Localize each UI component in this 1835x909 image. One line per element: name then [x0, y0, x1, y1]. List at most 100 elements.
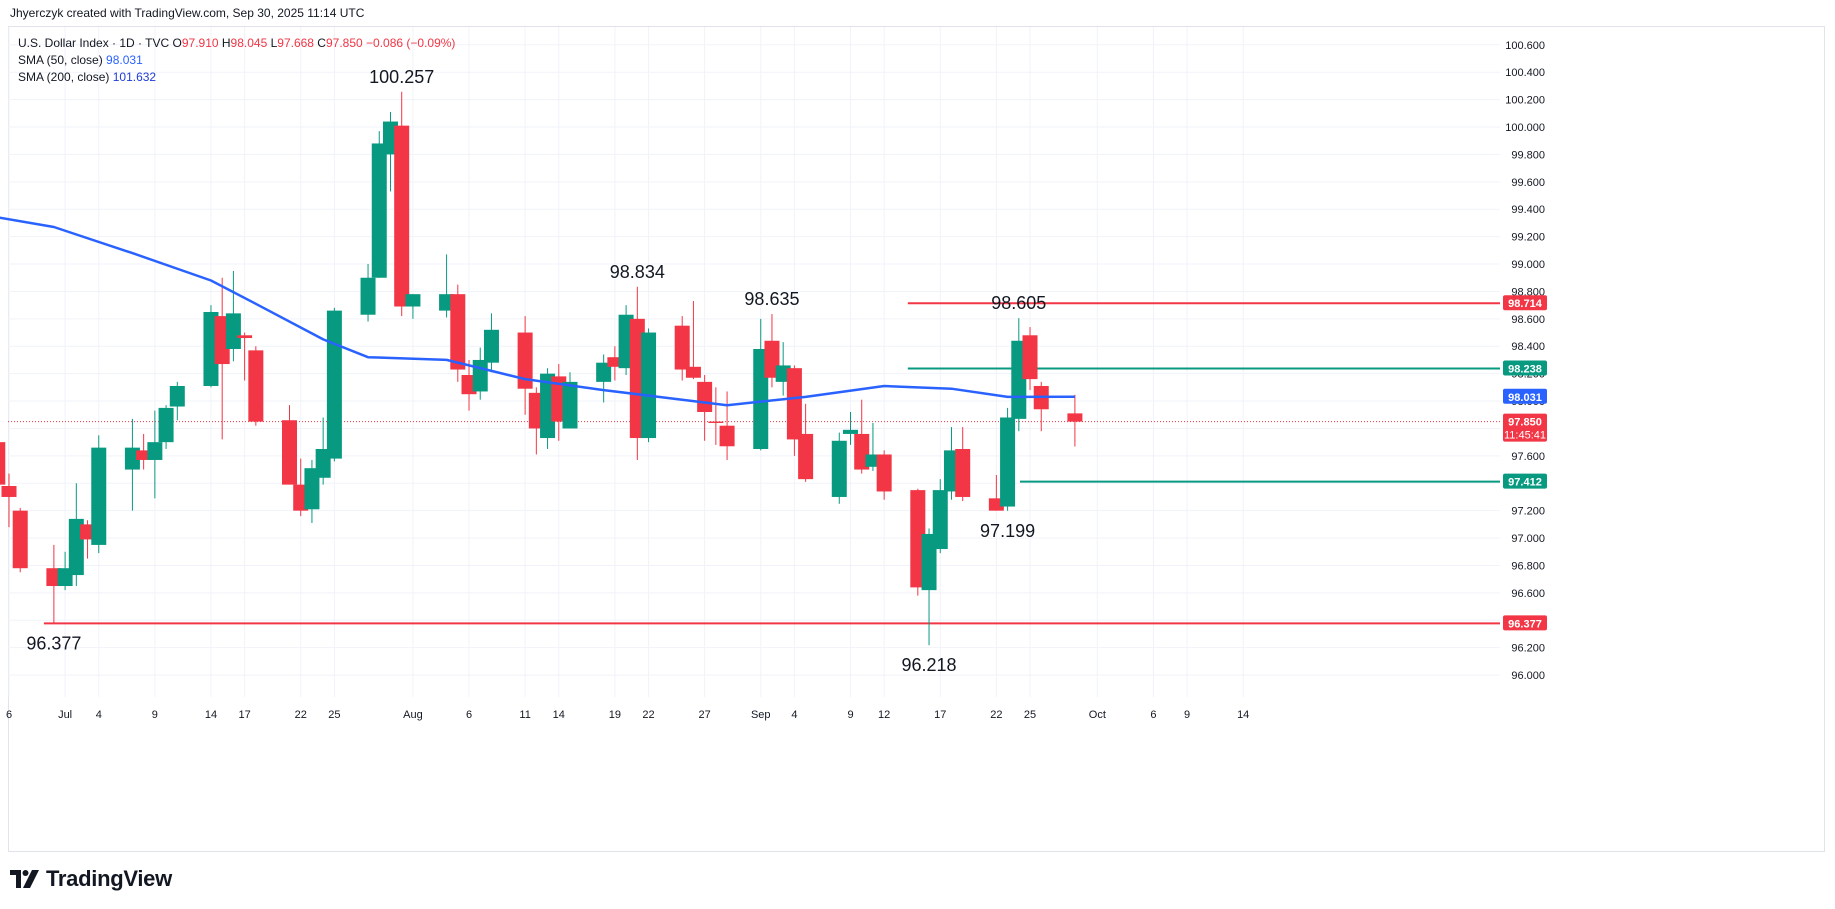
- change-value: −0.086 (−0.09%): [366, 36, 456, 50]
- x-tick-label: 6: [1150, 709, 1156, 721]
- legend-symbol-row: U.S. Dollar Index · 1D · TVC O97.910 H98…: [18, 35, 455, 52]
- candle-up: [753, 318, 769, 451]
- x-tick-label: 4: [791, 709, 797, 721]
- y-tick-label: 99.400: [1511, 204, 1545, 216]
- candle-down: [248, 346, 264, 426]
- badge-label: 96.377: [1508, 618, 1542, 630]
- y-tick-label: 98.600: [1511, 314, 1545, 326]
- candle-body: [472, 359, 488, 392]
- level-badge: 96.377: [1503, 615, 1547, 631]
- price-annotation: 100.257: [369, 67, 434, 87]
- price-badges: 98.714 98.238 97.412 96.377 98.031 97.85011:4…: [1503, 295, 1547, 631]
- y-tick-label: 98.400: [1511, 341, 1545, 353]
- sma50-label: SMA (50, close): [18, 53, 103, 67]
- ohlc-key-c: C: [313, 36, 326, 50]
- candle-up: [596, 354, 612, 403]
- candle-body: [1022, 335, 1038, 380]
- price-annotations: 100.257 98.834 98.635 98.605 96.377 96.218 97.…: [26, 67, 1046, 675]
- tradingview-logo-icon: [10, 870, 39, 888]
- y-tick-label: 100.200: [1505, 95, 1545, 107]
- level-badge: 97.412: [1503, 473, 1547, 489]
- badge-bg: [1503, 295, 1547, 311]
- candle-down: [517, 316, 533, 415]
- candle-down: [674, 316, 690, 381]
- sma50-badge: 98.031: [1503, 388, 1547, 404]
- y-tick-label: 96.000: [1511, 670, 1545, 682]
- candle-body: [1067, 413, 1083, 422]
- candle-up: [147, 410, 163, 499]
- ohlc-key-h: H: [218, 36, 231, 50]
- candle-body: [517, 332, 533, 389]
- candle-down: [1, 473, 17, 528]
- candle-body: [786, 368, 802, 440]
- sma50-value: 98.031: [106, 53, 143, 67]
- legend: U.S. Dollar Index · 1D · TVC O97.910 H98…: [18, 35, 455, 86]
- legend-sma50-row[interactable]: SMA (50, close) 98.031: [18, 52, 455, 69]
- badge-label: 97.412: [1508, 477, 1542, 489]
- candle-body: [91, 447, 107, 545]
- candle-down: [798, 403, 814, 482]
- price-annotation: 98.834: [610, 262, 665, 282]
- candle-down: [0, 442, 6, 485]
- candle-up: [124, 418, 140, 511]
- candle-up: [225, 270, 241, 362]
- time-axis: 6 Jul 4 9 14 17 22 25 Aug 6 11 14 19 22 27 Sep 4 9 12 17 22 2…: [6, 709, 1249, 721]
- candle-body: [225, 313, 241, 349]
- x-tick-label: 17: [238, 709, 250, 721]
- badge-label: 98.031: [1508, 392, 1542, 404]
- candle-body: [697, 381, 713, 413]
- candle-body: [876, 454, 892, 492]
- x-tick-label: 25: [1024, 709, 1036, 721]
- x-tick-label: 9: [847, 709, 853, 721]
- candle-down: [607, 346, 623, 381]
- y-tick-label: 99.800: [1511, 149, 1545, 161]
- candle-body: [798, 433, 814, 480]
- legend-sma200-row[interactable]: SMA (200, close) 101.632: [18, 69, 455, 86]
- level-badge: 98.714: [1503, 295, 1547, 311]
- tradingview-logo[interactable]: TradingView: [10, 866, 172, 892]
- candle-body: [932, 490, 948, 550]
- badge-label: 97.850: [1508, 417, 1542, 429]
- candle-down: [786, 365, 802, 456]
- candle-body: [1000, 417, 1016, 507]
- price-annotation: 96.377: [26, 633, 81, 653]
- ohlc-value-c: 97.850: [325, 36, 363, 50]
- candle-down: [708, 387, 724, 445]
- candle-body: [562, 381, 578, 429]
- candle-body: [674, 325, 690, 370]
- candle-body: [685, 366, 701, 378]
- y-tick-label: 97.600: [1511, 451, 1545, 463]
- symbol-title[interactable]: U.S. Dollar Index · 1D · TVC: [18, 36, 170, 50]
- x-tick-label: 27: [699, 709, 711, 721]
- candle-down: [1022, 327, 1038, 391]
- x-tick-label: Oct: [1089, 709, 1106, 721]
- sma200-label: SMA (200, close): [18, 70, 110, 84]
- candle-down: [1067, 394, 1083, 447]
- x-tick-label: 9: [1184, 709, 1190, 721]
- candle-down: [450, 284, 466, 382]
- candle-down: [237, 332, 253, 381]
- candle-down: [214, 277, 230, 440]
- candle-up: [562, 372, 578, 429]
- candle-down: [12, 507, 28, 573]
- x-tick-label: Jul: [58, 709, 72, 721]
- x-tick-label: 11: [519, 709, 530, 721]
- y-tick-label: 99.200: [1511, 232, 1545, 244]
- badge-countdown: 11:45:41: [1504, 430, 1546, 442]
- level-badge: 98.238: [1503, 360, 1547, 376]
- candle-body: [237, 335, 253, 339]
- x-tick-label: 17: [934, 709, 946, 721]
- y-tick-label: 97.200: [1511, 506, 1545, 518]
- ohlc-value-l: 97.668: [277, 36, 314, 50]
- candle-body: [136, 450, 152, 460]
- y-tick-label: 96.600: [1511, 588, 1545, 600]
- candle-body: [158, 407, 174, 443]
- candle-body: [1, 485, 17, 497]
- candle-up: [304, 459, 320, 523]
- x-tick-label: 25: [328, 709, 340, 721]
- candle-down: [876, 450, 892, 500]
- badge-bg: [1503, 388, 1547, 404]
- candle-down: [136, 433, 152, 470]
- candle-body: [282, 420, 297, 485]
